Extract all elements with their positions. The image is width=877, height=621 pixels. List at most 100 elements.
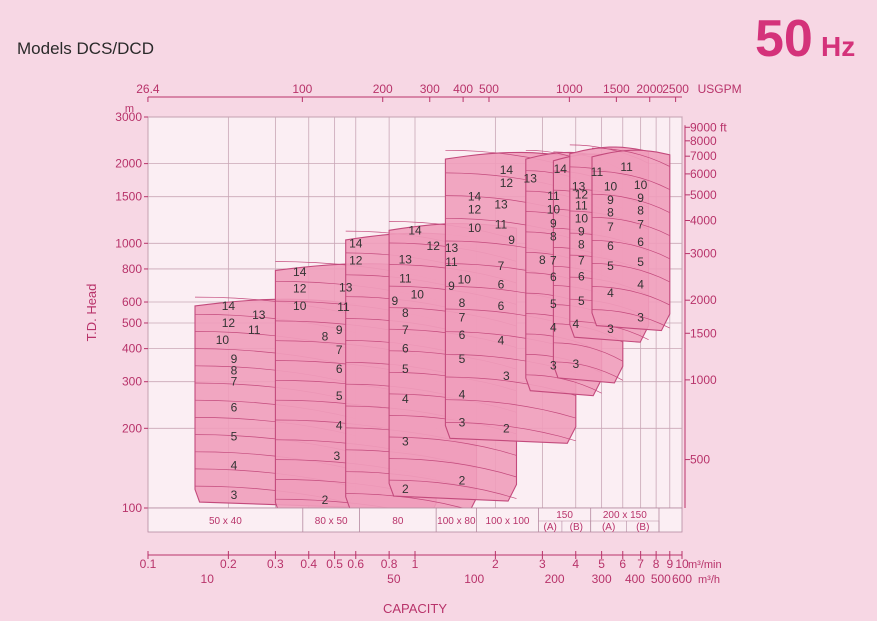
bottom-tick-label: 0.3 <box>267 557 284 571</box>
left-tick-label: 300 <box>122 375 142 389</box>
stage-number-label: 12 <box>500 176 514 190</box>
secondary-bottom-tick-label: 300 <box>592 572 612 586</box>
stage-number-label: 4 <box>336 419 343 433</box>
stage-number-label: 7 <box>231 375 238 389</box>
stage-number-label: 9 <box>448 279 455 293</box>
bottom-tick-label: 10 <box>675 557 689 571</box>
left-tick-label: 500 <box>122 316 142 330</box>
bottom-tick-label: 0.4 <box>300 557 317 571</box>
stage-number-label: 8 <box>539 253 546 267</box>
stage-number-label: 10 <box>604 179 618 193</box>
stage-number-label: 14 <box>408 223 422 237</box>
stage-number-label: 10 <box>293 299 307 313</box>
stage-number-label: 5 <box>402 362 409 376</box>
stage-number-label: 2 <box>402 482 409 496</box>
stage-number-label: 8 <box>550 230 557 244</box>
stage-number-label: 13 <box>445 241 459 255</box>
secondary-bottom-tick-label: 50 <box>387 572 401 586</box>
stage-number-label: 4 <box>550 321 557 335</box>
top-tick-label: 1500 <box>603 82 630 96</box>
stage-number-label: 7 <box>578 254 585 268</box>
right-tick-label: 9000 ft <box>690 120 727 134</box>
size-table-frame <box>147 507 683 533</box>
top-tick-label: 1000 <box>556 82 583 96</box>
bottom-tick-label: 0.5 <box>326 557 343 571</box>
stage-number-label: 5 <box>336 389 343 403</box>
models-title: Models DCS/DCD <box>17 39 154 58</box>
stage-number-label: 9 <box>336 323 343 337</box>
top-tick-label: 2000 <box>636 82 663 96</box>
stage-number-label: 9 <box>508 233 515 247</box>
size-cell-label: 200 x 150 <box>603 510 647 521</box>
stage-number-label: 10 <box>411 288 425 302</box>
size-subcell-label: (B) <box>636 522 649 533</box>
secondary-bottom-tick-label: 400 <box>625 572 645 586</box>
stage-number-label: 11 <box>620 160 633 174</box>
left-tick-label: 100 <box>122 501 142 515</box>
axes: 1002003004005006008001000150020003000mT.… <box>84 82 742 616</box>
stage-curve <box>389 458 517 478</box>
stage-curve <box>591 240 670 260</box>
stage-number-label: 7 <box>459 310 466 324</box>
stage-number-label: 11 <box>547 189 560 203</box>
bottom-tick-label: 2 <box>492 557 499 571</box>
stage-curve <box>525 374 602 394</box>
stage-number-label: 6 <box>231 400 238 414</box>
stage-number-label: 13 <box>572 179 586 193</box>
stage-number-label: 8 <box>637 204 644 218</box>
stage-number-label: 12 <box>293 282 307 296</box>
size-region <box>591 149 671 332</box>
top-tick-label: 500 <box>479 82 499 96</box>
left-tick-label: 1000 <box>115 236 142 250</box>
stage-number-label: 12 <box>427 239 441 253</box>
right-tick-label: 5000 <box>690 188 717 202</box>
stage-number-label: 3 <box>459 416 466 430</box>
frequency-unit: Hz <box>821 31 855 62</box>
bottom-tick-label: 3 <box>539 557 546 571</box>
stage-number-label: 4 <box>459 388 466 402</box>
top-tick-label: 300 <box>420 82 440 96</box>
stage-curve <box>553 361 623 381</box>
stage-number-label: 7 <box>498 259 505 273</box>
size-cell-label: 80 x 50 <box>315 516 348 527</box>
size-table: 50 x 40 80 x 50 80 100 x 80 100 x 100150(A)(… <box>147 507 683 533</box>
stage-number-label: 11 <box>495 217 508 231</box>
right-tick-label: 3000 <box>690 247 717 261</box>
stage-number-label: 8 <box>459 296 466 310</box>
size-cell-label: 50 x 40 <box>209 516 242 527</box>
stage-number-label: 7 <box>607 220 614 234</box>
size-subcell-label: (A) <box>544 522 557 533</box>
stage-number-label: 2 <box>322 493 329 507</box>
left-tick-label: 1500 <box>115 190 142 204</box>
stage-number-label: 9 <box>550 216 557 230</box>
right-tick-label: 1500 <box>690 326 717 340</box>
left-tick-label: 400 <box>122 342 142 356</box>
stage-number-label: 5 <box>550 297 557 311</box>
top-tick-label: 26.4 <box>136 82 160 96</box>
stage-number-label: 14 <box>293 265 307 279</box>
stage-number-label: 10 <box>216 333 230 347</box>
bottom-tick-label: 0.2 <box>220 557 237 571</box>
stage-number-label: 8 <box>322 329 329 343</box>
stage-number-label: 3 <box>572 357 579 371</box>
stage-curve <box>389 436 517 456</box>
stage-number-label: 14 <box>349 236 363 250</box>
top-tick-label: 2500 <box>662 82 689 96</box>
stage-number-label: 7 <box>637 217 644 231</box>
stage-number-label: 11 <box>399 272 412 286</box>
stage-number-label: 12 <box>468 203 482 217</box>
stage-number-label: 5 <box>231 430 238 444</box>
right-tick-label: 1000 <box>690 373 717 387</box>
stage-number-label: 6 <box>637 235 644 249</box>
stage-curve <box>591 286 670 306</box>
stage-number-label: 7 <box>550 254 557 268</box>
stage-number-label: 3 <box>402 435 409 449</box>
size-cell-label: 100 x 80 <box>437 516 476 527</box>
stage-number-label: 5 <box>637 255 644 269</box>
right-tick-label: 4000 <box>690 214 717 228</box>
size-cell-label: 80 <box>392 516 404 527</box>
stage-curve <box>591 170 670 190</box>
bottom-tick-label: 4 <box>572 557 579 571</box>
